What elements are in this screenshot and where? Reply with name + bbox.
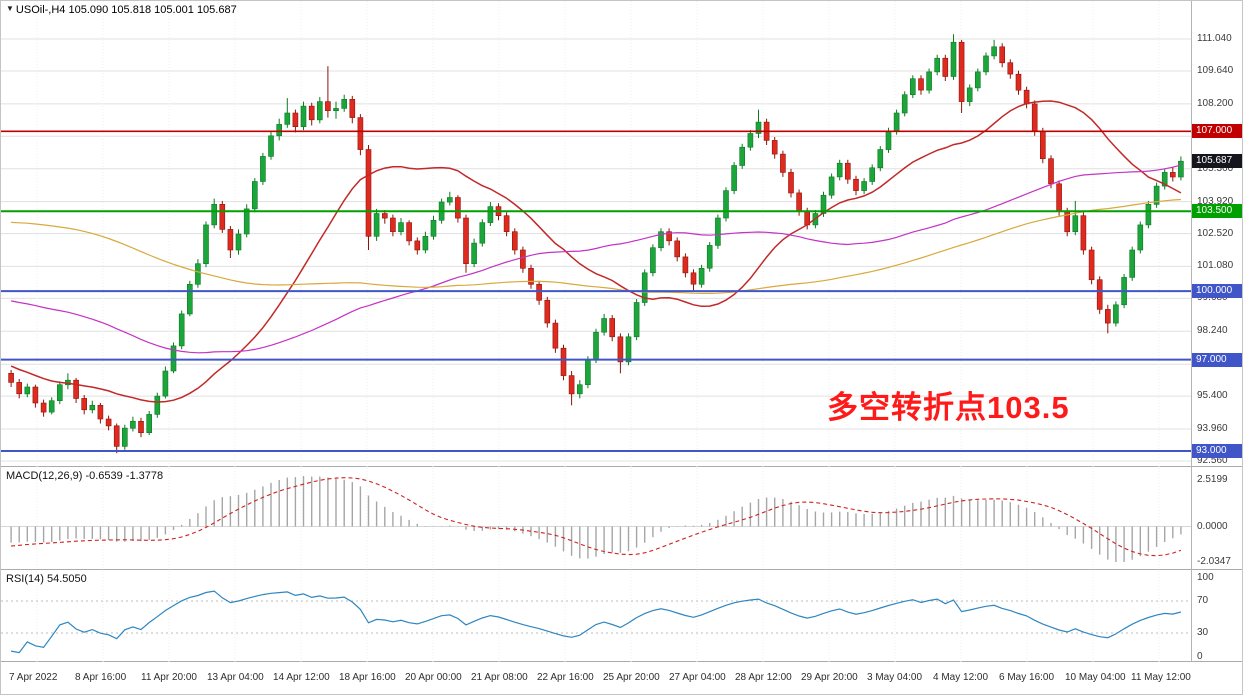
time-axis-label: 13 Apr 04:00 xyxy=(207,672,264,683)
macd-chart-canvas[interactable] xyxy=(1,468,1191,570)
main-price-panel: ▼ USOil-,H4 105.090 105.818 105.001 105.6… xyxy=(1,1,1242,467)
rsi-tick-label: 70 xyxy=(1197,595,1209,606)
rsi-tick-label: 30 xyxy=(1197,627,1209,638)
time-axis-label: 6 May 16:00 xyxy=(999,672,1055,683)
time-axis-label: 11 Apr 20:00 xyxy=(141,672,197,683)
time-axis-label: 20 Apr 00:00 xyxy=(405,672,462,683)
price-tick-label: 92.560 xyxy=(1197,455,1228,466)
price-tick-label: 95.400 xyxy=(1197,390,1228,402)
macd-tick-label: 2.5199 xyxy=(1197,474,1228,485)
time-axis-label: 4 May 12:00 xyxy=(933,672,989,683)
macd-tick-label: -2.0347 xyxy=(1197,556,1231,567)
candlestick-chart-canvas[interactable] xyxy=(1,1,1191,467)
price-tick-label: 93.960 xyxy=(1197,423,1228,435)
time-axis-label: 14 Apr 12:00 xyxy=(273,672,330,683)
price-level-tag: 97.000 xyxy=(1192,352,1242,367)
time-axis-label: 25 Apr 20:00 xyxy=(603,672,660,683)
price-axis-separator xyxy=(1191,1,1192,662)
time-axis[interactable]: 7 Apr 2022 8 Apr 16:00 11 Apr 20:00 13 Apr … xyxy=(1,663,1242,694)
current-price-tag: 105.687 xyxy=(1192,154,1242,169)
one-click-trading-toggle-icon[interactable]: ▼ xyxy=(6,4,14,13)
price-level-tag: 93.000 xyxy=(1192,443,1242,458)
price-tick-label: 101.080 xyxy=(1197,260,1234,272)
chart-title: ▼ USOil-,H4 105.090 105.818 105.001 105.6… xyxy=(6,4,237,16)
macd-tick-label: 0.0000 xyxy=(1197,520,1228,532)
price-tick-label: 103.920 xyxy=(1197,195,1234,207)
price-tick-label: 111.040 xyxy=(1197,33,1232,44)
price-level-tag: 103.500 xyxy=(1192,204,1242,219)
price-level-tag: 100.000 xyxy=(1192,284,1242,299)
chart-annotation-text: 多空转折点103.5 xyxy=(827,390,1070,425)
time-axis-label: 22 Apr 16:00 xyxy=(537,672,594,683)
rsi-indicator-label: RSI(14) 54.5050 xyxy=(6,573,87,585)
time-axis-label: 21 Apr 08:00 xyxy=(471,672,528,683)
time-axis-label: 18 Apr 16:00 xyxy=(339,672,396,683)
price-tick-label: 98.240 xyxy=(1197,325,1228,337)
rsi-chart-canvas[interactable] xyxy=(1,571,1191,662)
macd-panel: MACD(12,26,9) -0.6539 -1.3778 2.5199 0.00… xyxy=(1,468,1242,570)
price-tick-label: 109.640 xyxy=(1197,64,1234,76)
price-tick-label: 108.200 xyxy=(1197,97,1234,109)
time-axis-label: 27 Apr 04:00 xyxy=(669,672,726,683)
rsi-tick-label: 0 xyxy=(1197,651,1203,662)
rsi-panel: RSI(14) 54.5050 100 70 30 0 xyxy=(1,571,1242,662)
time-axis-label: 29 Apr 20:00 xyxy=(801,672,858,683)
price-level-tag: 107.000 xyxy=(1192,124,1242,139)
time-axis-label: 3 May 04:00 xyxy=(867,672,923,683)
macd-indicator-label: MACD(12,26,9) -0.6539 -1.3778 xyxy=(6,470,164,482)
time-axis-label: 10 May 04:00 xyxy=(1065,672,1126,683)
time-axis-label: 8 Apr 16:00 xyxy=(75,672,127,683)
rsi-tick-label: 100 xyxy=(1197,572,1214,583)
time-axis-label: 11 May 12:00 xyxy=(1131,672,1191,683)
symbol-ohlc-title: USOil-,H4 105.090 105.818 105.001 105.68… xyxy=(15,4,237,16)
time-axis-label: 7 Apr 2022 xyxy=(9,672,58,683)
time-axis-label: 28 Apr 12:00 xyxy=(735,672,792,683)
price-tick-label: 102.520 xyxy=(1197,227,1234,239)
